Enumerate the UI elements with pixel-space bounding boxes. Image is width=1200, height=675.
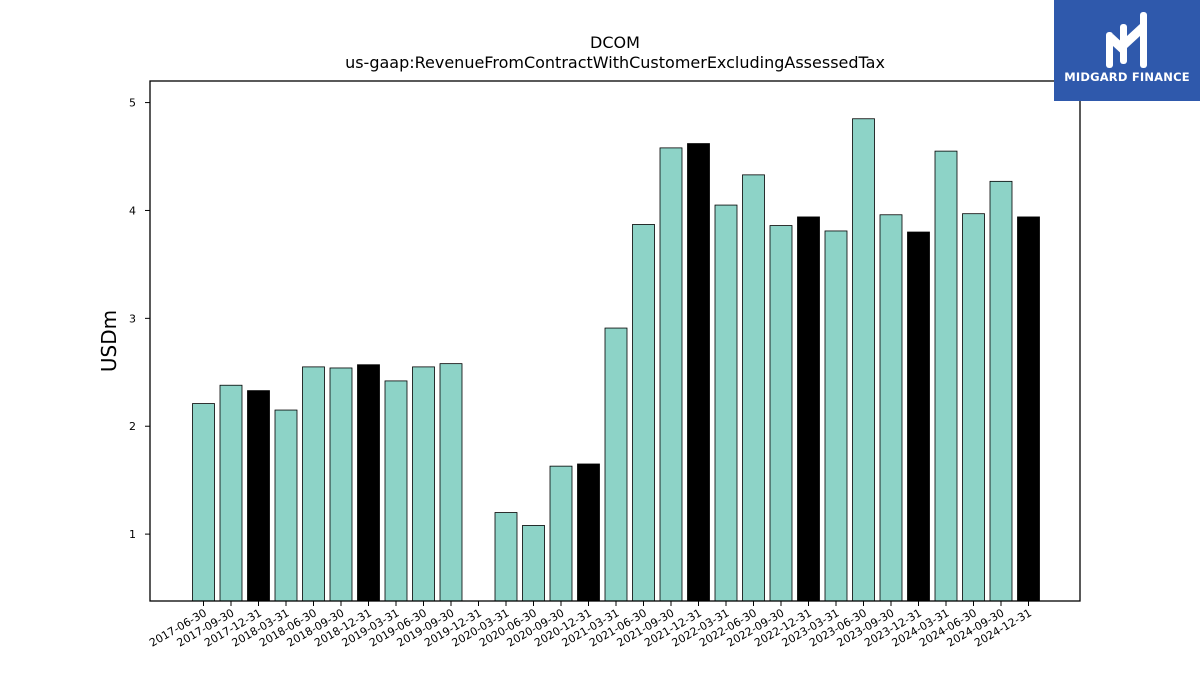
chart-subtitle: us-gaap:RevenueFromContractWithCustomerE… xyxy=(345,53,885,72)
bar xyxy=(549,465,573,602)
bar xyxy=(274,409,298,602)
bar xyxy=(247,390,270,602)
bar xyxy=(604,327,628,602)
bar xyxy=(384,380,408,602)
bar xyxy=(439,363,463,602)
bar xyxy=(357,364,380,602)
y-tick-label: 1 xyxy=(129,528,136,541)
bar xyxy=(934,150,958,602)
bar xyxy=(714,204,738,602)
bar xyxy=(412,366,435,602)
bar xyxy=(219,384,243,602)
bar xyxy=(302,366,325,602)
bar xyxy=(1017,216,1040,602)
y-tick-label: 4 xyxy=(129,204,136,217)
chart-title: DCOM xyxy=(590,33,640,52)
bar xyxy=(494,512,518,602)
bar xyxy=(989,180,1013,602)
bar xyxy=(907,231,930,602)
bar xyxy=(687,143,710,602)
bar xyxy=(659,147,683,602)
y-axis-label: USDm xyxy=(97,310,121,372)
logo-text: MIDGARD FINANCE xyxy=(1064,70,1190,84)
plot-frame xyxy=(149,80,1081,602)
midgard-logo-icon xyxy=(1106,12,1147,68)
bar xyxy=(824,230,848,602)
bar xyxy=(329,367,353,602)
bar xyxy=(577,463,600,602)
bar xyxy=(797,216,820,602)
midgard-finance-logo: MIDGARD FINANCE xyxy=(1054,0,1200,101)
bar xyxy=(879,214,903,602)
bar xyxy=(769,225,793,602)
y-tick-label: 5 xyxy=(129,97,136,110)
bar xyxy=(632,224,655,602)
bar xyxy=(192,403,215,602)
bar xyxy=(522,525,545,602)
y-tick-label: 3 xyxy=(129,312,136,325)
bar xyxy=(962,213,985,602)
y-tick-label: 2 xyxy=(129,420,136,433)
bar xyxy=(742,174,765,602)
bar xyxy=(852,118,875,602)
